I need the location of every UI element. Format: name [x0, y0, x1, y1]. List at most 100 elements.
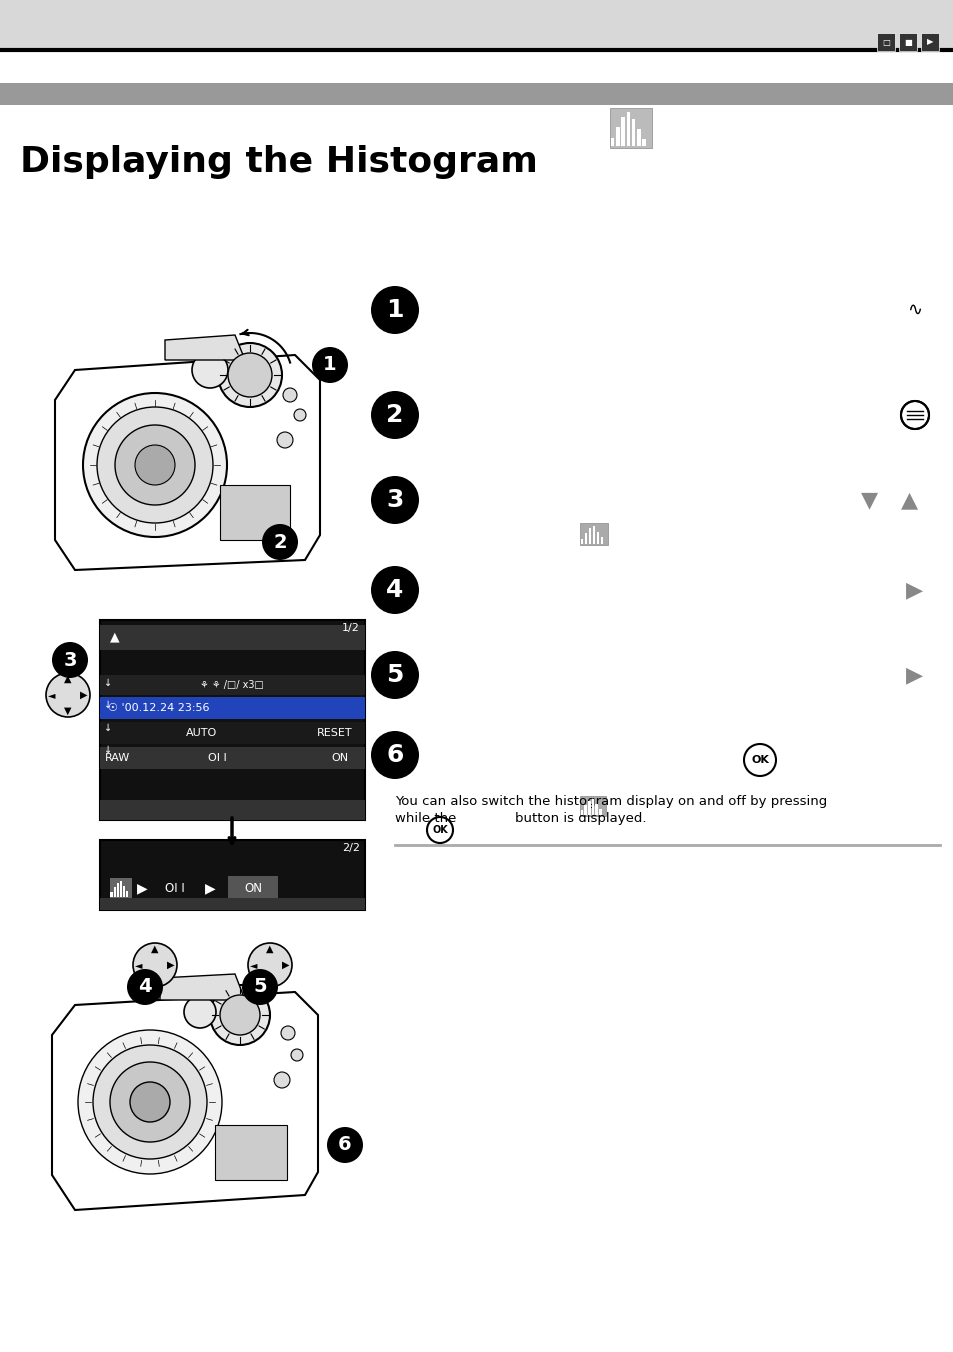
- Text: 5: 5: [386, 662, 403, 687]
- Bar: [579, 523, 607, 545]
- Circle shape: [262, 525, 297, 560]
- Circle shape: [248, 942, 292, 987]
- Text: 2/2: 2/2: [341, 844, 359, 853]
- Circle shape: [294, 410, 306, 420]
- Bar: [637, 128, 640, 146]
- Text: 6: 6: [386, 744, 403, 767]
- Text: ■: ■: [903, 38, 911, 46]
- Text: ▶: ▶: [282, 960, 290, 969]
- Text: ▲: ▲: [901, 489, 918, 510]
- Bar: [631, 119, 635, 146]
- Text: 1/2: 1/2: [342, 623, 359, 633]
- Bar: [616, 127, 619, 146]
- Bar: [600, 537, 602, 544]
- Circle shape: [97, 407, 213, 523]
- Text: ∿: ∿: [906, 301, 922, 319]
- Bar: [100, 898, 365, 910]
- Bar: [898, 32, 916, 51]
- Text: You can also switch the histogram display on and off by pressing: You can also switch the histogram displa…: [395, 795, 826, 808]
- Text: 3: 3: [63, 650, 76, 669]
- Text: 1: 1: [386, 297, 403, 322]
- Bar: [220, 485, 290, 539]
- Bar: [100, 840, 365, 910]
- Text: RESET: RESET: [316, 727, 353, 738]
- Text: OK: OK: [432, 825, 447, 836]
- Text: ▲: ▲: [152, 944, 158, 955]
- Bar: [595, 804, 598, 815]
- Text: ▼: ▼: [266, 976, 274, 986]
- Circle shape: [291, 1049, 303, 1061]
- Bar: [598, 808, 601, 815]
- Text: ▼: ▼: [152, 976, 158, 986]
- Text: 3: 3: [386, 488, 403, 512]
- Text: button is displayed.: button is displayed.: [515, 813, 646, 825]
- Circle shape: [371, 731, 418, 779]
- Bar: [591, 799, 594, 815]
- Bar: [609, 108, 651, 147]
- Circle shape: [135, 445, 174, 485]
- Bar: [100, 625, 365, 650]
- Bar: [580, 810, 582, 815]
- Bar: [588, 529, 591, 544]
- Text: 4: 4: [386, 579, 403, 602]
- Circle shape: [371, 566, 418, 614]
- Bar: [100, 621, 365, 821]
- Circle shape: [184, 996, 215, 1028]
- Text: AUTO: AUTO: [186, 727, 217, 738]
- Text: ON: ON: [244, 882, 262, 895]
- Text: ▶: ▶: [80, 690, 88, 700]
- Bar: [620, 118, 624, 146]
- Polygon shape: [55, 356, 319, 571]
- Text: ⚘ ⚘ /□/ x3□: ⚘ ⚘ /□/ x3□: [200, 680, 264, 690]
- Bar: [0, 0, 953, 50]
- Bar: [100, 698, 365, 719]
- Circle shape: [132, 942, 177, 987]
- Bar: [592, 526, 595, 544]
- Bar: [100, 675, 365, 695]
- Text: Displaying the Histogram: Displaying the Histogram: [20, 145, 537, 178]
- Text: 6: 6: [337, 1136, 352, 1155]
- Text: ↓: ↓: [104, 723, 112, 733]
- Circle shape: [327, 1128, 363, 1163]
- Bar: [580, 538, 583, 544]
- Bar: [126, 891, 129, 896]
- Bar: [579, 796, 605, 817]
- Text: OK: OK: [750, 754, 768, 765]
- Text: ▶: ▶: [167, 960, 174, 969]
- Text: ▶: ▶: [905, 665, 923, 685]
- Text: OI I: OI I: [165, 882, 185, 895]
- Text: 2: 2: [273, 533, 287, 552]
- Circle shape: [900, 402, 928, 429]
- Polygon shape: [165, 335, 245, 360]
- Circle shape: [228, 353, 272, 397]
- Circle shape: [83, 393, 227, 537]
- Text: ◄: ◄: [250, 960, 257, 969]
- Bar: [641, 139, 645, 146]
- Text: ▲: ▲: [64, 675, 71, 684]
- Text: ↓: ↓: [104, 677, 112, 688]
- Bar: [113, 887, 115, 896]
- Circle shape: [274, 1072, 290, 1088]
- Circle shape: [130, 1082, 170, 1122]
- Circle shape: [242, 969, 277, 1005]
- Text: ▶: ▶: [136, 882, 147, 895]
- Circle shape: [283, 388, 296, 402]
- Text: □: □: [882, 38, 889, 46]
- Text: ▶: ▶: [905, 580, 923, 600]
- Text: ▶: ▶: [205, 882, 215, 895]
- Circle shape: [52, 642, 88, 677]
- Bar: [228, 876, 277, 900]
- Circle shape: [115, 425, 194, 506]
- Bar: [876, 32, 894, 51]
- Text: ▼: ▼: [64, 706, 71, 717]
- Text: while the: while the: [395, 813, 456, 825]
- Text: ↓: ↓: [104, 745, 112, 754]
- Bar: [214, 1125, 287, 1180]
- Text: 1: 1: [323, 356, 336, 375]
- Bar: [123, 886, 125, 896]
- Polygon shape: [52, 992, 317, 1210]
- Circle shape: [127, 969, 163, 1005]
- Text: ON: ON: [331, 753, 348, 763]
- Bar: [116, 883, 119, 896]
- Text: RAW: RAW: [105, 753, 131, 763]
